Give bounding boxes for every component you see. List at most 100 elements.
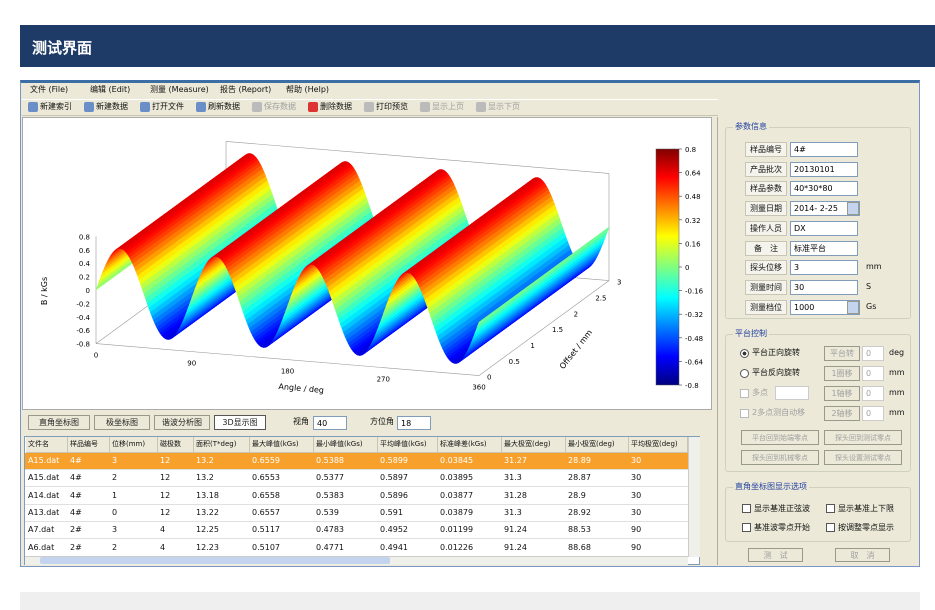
radio-label[interactable]: 平台反向旋转 — [752, 368, 800, 377]
radio[interactable] — [740, 369, 749, 378]
dropdown-arrow[interactable] — [847, 300, 859, 314]
platform-button[interactable]: 探头回到机械零点 — [741, 450, 819, 465]
table-header[interactable]: 平均峰值(kGs) — [378, 437, 438, 453]
field-input[interactable]: 1000 — [790, 299, 860, 315]
move-input[interactable]: 0 — [862, 386, 884, 401]
platform-button[interactable]: 平台回到始端零点 — [741, 430, 819, 445]
checkbox-label[interactable]: 显示基准上下限 — [838, 504, 894, 513]
table-cell: 0.4952 — [380, 525, 408, 535]
table-cell: A7.dat — [28, 525, 55, 535]
checkbox-label[interactable]: 按调整零点显示 — [838, 523, 894, 532]
z-tick-label: -0.4 — [76, 314, 90, 322]
table-cell: 2# — [70, 542, 82, 552]
checkbox-label[interactable]: 多点 — [752, 388, 768, 397]
platform-button[interactable]: 探头回到测试零点 — [824, 430, 902, 445]
toolbar-button[interactable]: 打印预览 — [376, 102, 408, 111]
table-row[interactable] — [25, 522, 688, 540]
table-header[interactable]: 面积(T*deg) — [194, 437, 250, 453]
toolbar — [22, 99, 718, 116]
field-unit: mm — [866, 262, 882, 272]
table-header[interactable]: 磁极数 — [158, 437, 194, 453]
toolbar-button[interactable]: 新建数据 — [96, 102, 128, 111]
checkbox[interactable] — [740, 409, 749, 418]
checkbox-label[interactable]: 显示基准正弦波 — [754, 504, 810, 513]
table-header[interactable]: 平均极宽(deg) — [629, 437, 688, 453]
move-input[interactable]: 0 — [862, 366, 884, 381]
checkbox[interactable] — [826, 523, 835, 532]
menu-item[interactable]: 报告 (Report) — [220, 85, 272, 94]
toolbar-button[interactable]: 刷新数据 — [208, 102, 240, 111]
toolbar-button[interactable]: 显示下页 — [488, 102, 520, 111]
table-hscroll-thumb[interactable] — [40, 557, 390, 564]
move-button[interactable]: 2轴移 — [824, 406, 860, 421]
field-input[interactable]: 20130101 — [790, 161, 858, 177]
menu-item[interactable]: 编辑 (Edit) — [90, 85, 131, 94]
toolbar-button[interactable]: 删除数据 — [320, 102, 352, 111]
field-input[interactable]: 30 — [790, 279, 858, 295]
menu-item[interactable]: 测量 (Measure) — [150, 85, 209, 94]
table-vscroll[interactable] — [688, 437, 700, 557]
move-input[interactable]: 0 — [862, 346, 884, 361]
menu-item[interactable]: 文件 (File) — [30, 85, 69, 94]
table-header[interactable]: 最小峰值(kGs) — [314, 437, 378, 453]
field-label: 测量日期 — [745, 201, 787, 217]
dropdown-arrow[interactable] — [847, 202, 859, 216]
field-input[interactable]: 3 — [790, 260, 858, 276]
table-header[interactable]: 最大峰值(kGs) — [250, 437, 314, 453]
menu-item[interactable]: 帮助 (Help) — [286, 85, 330, 94]
table-header[interactable]: 最小极宽(deg) — [566, 437, 629, 453]
toolbar-button[interactable]: 显示上页 — [432, 102, 464, 111]
tab-button[interactable]: 极坐标图 — [94, 415, 150, 430]
tab-button[interactable]: 3D显示图 — [214, 415, 266, 430]
field-input[interactable]: 2014- 2-25 — [790, 201, 860, 217]
move-button[interactable]: 1轴移 — [824, 386, 860, 401]
tab-button[interactable]: 谐波分析图 — [154, 415, 210, 430]
z-tick-label: -0.2 — [76, 300, 90, 308]
multi-select[interactable] — [775, 386, 809, 400]
table-cell: 0.5388 — [316, 456, 344, 465]
toolbar-button[interactable]: 新建索引 — [40, 102, 72, 111]
checkbox-label[interactable]: 基准波零点开始 — [754, 523, 810, 532]
table-cell: 12.25 — [196, 525, 219, 535]
field-input[interactable]: DX — [790, 220, 858, 236]
tab-button[interactable]: 直角坐标图 — [28, 415, 90, 430]
table-row[interactable] — [25, 487, 688, 505]
table-header[interactable]: 样品编号 — [68, 437, 110, 453]
checkbox[interactable] — [826, 504, 835, 513]
table-cell: 88.68 — [568, 542, 591, 552]
checkbox-label[interactable]: 2多点测自动移 — [752, 408, 806, 417]
move-input[interactable]: 0 — [862, 406, 884, 421]
table-cell: A15.dat — [28, 456, 60, 465]
table-header[interactable]: 位移(mm) — [110, 437, 158, 453]
field-input[interactable]: 40*30*80 — [790, 181, 858, 197]
action-button[interactable]: 取 消 — [835, 548, 890, 562]
checkbox[interactable] — [742, 504, 751, 513]
y-tick-label: 2 — [574, 310, 578, 318]
move-button[interactable]: 1圈移 — [824, 366, 860, 381]
toolbar-button[interactable]: 打开文件 — [152, 102, 184, 111]
header-bar: 测试界面 — [20, 25, 935, 67]
table-header[interactable]: 文件名 — [26, 437, 68, 453]
table-cell: 30 — [631, 456, 642, 465]
table-row[interactable] — [25, 470, 688, 488]
field-input[interactable]: 4# — [790, 142, 858, 157]
table-row[interactable] — [25, 453, 688, 470]
view-azimuth-input[interactable]: 18 — [397, 416, 431, 430]
platform-button[interactable]: 探头设置测试零点 — [824, 450, 902, 465]
action-button[interactable]: 测 试 — [748, 548, 803, 562]
field-input[interactable]: 标准平台 — [790, 240, 858, 256]
table-header[interactable]: 最大极宽(deg) — [502, 437, 566, 453]
radio-label[interactable]: 平台正向旋转 — [752, 348, 800, 357]
table-cell: 0.539 — [316, 507, 339, 517]
checkbox[interactable] — [740, 389, 749, 398]
table-header[interactable]: 标准峰差(kGs) — [438, 437, 502, 453]
table-cell: 88.53 — [568, 525, 591, 535]
radio[interactable] — [740, 349, 749, 358]
view-angle-input[interactable]: 40 — [313, 416, 347, 430]
table-cell: 28.89 — [568, 456, 591, 465]
checkbox[interactable] — [742, 523, 751, 532]
table-row[interactable] — [25, 504, 688, 522]
move-button[interactable]: 平台转 — [824, 346, 860, 361]
view-angle-label: 视角 — [293, 417, 309, 426]
toolbar-button[interactable]: 保存数据 — [264, 102, 296, 111]
